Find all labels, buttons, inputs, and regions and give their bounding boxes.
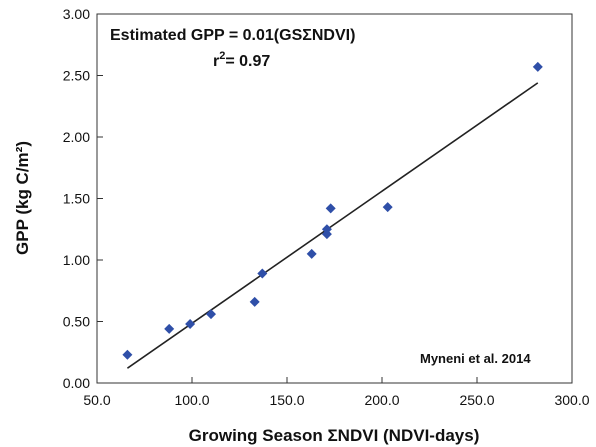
data-points <box>122 61 543 360</box>
source-annotation: Myneni et al. 2014 <box>420 351 531 366</box>
y-tick-label: 1.50 <box>63 191 90 207</box>
data-point <box>532 61 543 72</box>
data-point <box>306 248 317 259</box>
y-tick-label: 1.00 <box>63 252 90 268</box>
x-tick-label: 250.0 <box>459 392 494 408</box>
y-axis-ticks: 0.00 0.50 1.00 1.50 2.00 2.50 3.00 <box>63 6 103 391</box>
x-tick-label: 300.0 <box>554 392 589 408</box>
y-tick-label: 2.00 <box>63 129 90 145</box>
y-tick-label: 0.00 <box>63 375 90 391</box>
data-point <box>382 202 393 213</box>
data-point <box>164 323 175 334</box>
x-tick-label: 200.0 <box>364 392 399 408</box>
x-axis-title: Growing Season ΣNDVI (NDVI-days) <box>189 426 480 445</box>
x-tick-label: 50.0 <box>83 392 110 408</box>
y-axis-title: GPP (kg C/m²) <box>13 141 32 255</box>
regression-line <box>126 82 539 369</box>
r-squared-symbol: r <box>213 53 219 70</box>
regression-line-group <box>126 82 539 369</box>
data-point <box>321 224 332 235</box>
r-squared-value: = 0.97 <box>225 53 270 70</box>
equation-annotation: Estimated GPP = 0.01(GSΣNDVI) <box>110 27 355 44</box>
x-axis-ticks: 50.0 100.0 150.0 200.0 250.0 300.0 <box>83 377 590 408</box>
y-tick-label: 3.00 <box>63 6 90 22</box>
data-point <box>185 318 196 329</box>
r-squared-superscript: 2 <box>219 50 225 62</box>
x-tick-label: 150.0 <box>269 392 304 408</box>
y-tick-label: 2.50 <box>63 68 90 84</box>
r-squared-annotation: r2= 0.97 <box>213 50 270 70</box>
data-point <box>206 309 216 320</box>
data-point <box>122 349 133 360</box>
data-point <box>249 296 260 307</box>
data-point <box>325 203 336 214</box>
y-tick-label: 0.50 <box>63 314 90 330</box>
x-tick-label: 100.0 <box>174 392 209 408</box>
data-point <box>257 268 268 279</box>
